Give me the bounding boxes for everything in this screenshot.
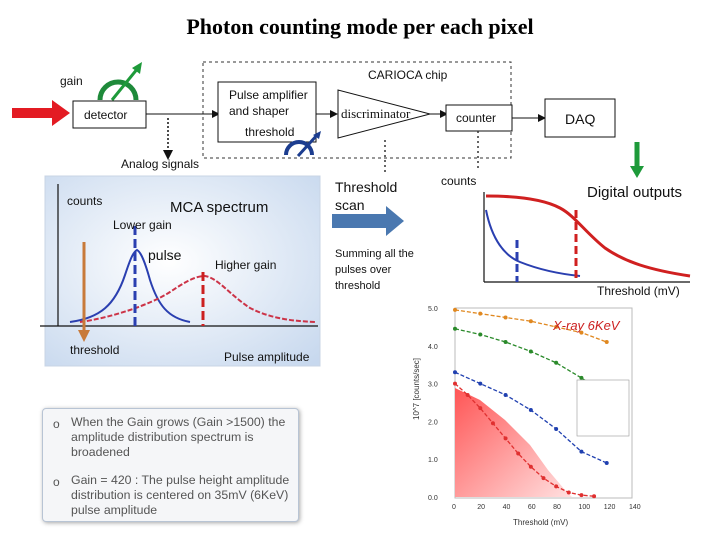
series-point — [503, 392, 508, 397]
x-tick-label: 20 — [477, 504, 485, 511]
x-tick-label: 140 — [629, 504, 641, 511]
threshold-axis-label: Threshold (mV) — [597, 284, 680, 298]
chart-legend — [576, 379, 630, 437]
detector-box — [72, 100, 147, 129]
series-point — [516, 451, 521, 456]
counter-box — [445, 104, 513, 132]
y-tick-label: 5.0 — [428, 306, 438, 313]
x-tick-label: 80 — [553, 504, 561, 511]
series-point — [490, 421, 495, 426]
series-point — [478, 332, 483, 337]
x-tick-label: 120 — [604, 504, 616, 511]
chart-ylabel: 10^7 [counts/sec] — [412, 357, 421, 420]
pulse-label: pulse — [148, 247, 182, 263]
input-signal-arrow — [12, 100, 70, 126]
series-point — [528, 319, 533, 324]
page-title: Photon counting mode per each pixel — [186, 14, 534, 39]
series-point — [554, 426, 559, 431]
note-bullet-1: o — [53, 417, 60, 431]
carioca-chip-label: CARIOCA chip — [368, 68, 448, 82]
daq-box — [544, 98, 616, 138]
series-point — [478, 381, 483, 386]
pulse-amplifier-label: Pulse amplifier — [229, 88, 308, 102]
detector-label: detector — [84, 108, 128, 122]
series-point — [465, 392, 470, 397]
threshold-scan-arrow — [332, 206, 404, 236]
threshold-label: threshold — [245, 125, 295, 139]
summing-label-1: Summing all the — [335, 248, 414, 260]
x-tick-label: 60 — [528, 504, 536, 511]
mca-threshold-label: threshold — [70, 343, 120, 357]
series-point — [604, 340, 609, 345]
and-shaper-label: and shaper — [229, 104, 290, 118]
y-tick-label: 2.0 — [428, 419, 438, 426]
discriminator-label: discriminator — [341, 106, 411, 121]
note-2: Gain = 420 : The pulse height amplitude … — [71, 473, 290, 517]
x-tick-label: 100 — [578, 504, 590, 511]
series-line-0 — [454, 383, 595, 497]
higher-gain-label: Higher gain — [215, 258, 277, 272]
gain-420-filled-area — [455, 388, 572, 497]
digital-output-arrow — [630, 142, 644, 178]
digital-counts-label: counts — [441, 174, 477, 188]
gain-dial-icon — [97, 62, 142, 101]
mca-panel — [44, 175, 321, 367]
y-tick-label: 1.0 — [428, 457, 438, 464]
chart-title: X-ray 6KeV — [553, 318, 620, 333]
series-point — [579, 449, 584, 454]
note-bullet-2: o — [53, 475, 60, 489]
series-point — [453, 381, 457, 386]
gain-label: gain — [60, 74, 83, 88]
lower-gain-count-curve — [485, 209, 581, 277]
higher-gain-curve — [79, 274, 316, 323]
higher-gain-count-curve — [485, 194, 691, 278]
daq-label: DAQ — [565, 111, 596, 127]
series-point — [554, 324, 559, 329]
lower-gain-label: Lower gain — [113, 218, 172, 232]
series-point — [453, 326, 457, 331]
series-point — [579, 493, 584, 498]
series-point — [503, 340, 508, 345]
threshold-scan-label-2: scan — [335, 197, 365, 213]
series-point — [503, 436, 508, 441]
series-point — [503, 315, 508, 320]
lower-gain-curve — [69, 248, 191, 323]
analog-signals-label: Analog signals — [121, 157, 200, 171]
threshold-scan-label-1: Threshold — [335, 179, 398, 195]
digital-outputs-label: Digital outputs — [587, 184, 683, 201]
x-tick-label: 0 — [452, 504, 456, 511]
mca-title: MCA spectrum — [170, 199, 269, 216]
y-tick-label: 0.0 — [428, 495, 438, 502]
mca-counts-label: counts — [67, 194, 103, 208]
pulse-amplitude-label: Pulse amplitude — [224, 350, 310, 364]
series-point — [579, 330, 584, 335]
y-tick-label: 3.0 — [428, 382, 438, 389]
series-point — [528, 464, 533, 469]
series-point — [579, 375, 584, 380]
series-point — [554, 484, 559, 489]
threshold-knob-icon — [284, 131, 321, 158]
series-point — [453, 370, 457, 375]
x-tick-label: 40 — [503, 504, 511, 511]
y-tick-label: 4.0 — [428, 344, 438, 351]
summing-label-3: threshold — [335, 280, 381, 292]
series-point — [604, 460, 609, 465]
chart-xlabel: Threshold (mV) — [513, 518, 569, 527]
series-point — [528, 408, 533, 413]
series-point — [478, 406, 483, 411]
notes-box: o When the Gain grows (Gain >1500) the a… — [42, 408, 299, 522]
counter-label: counter — [456, 111, 497, 125]
series-point — [566, 490, 571, 495]
series-point — [592, 494, 597, 499]
series-point — [541, 476, 546, 481]
note-1: When the Gain grows (Gain >1500) the amp… — [71, 415, 286, 459]
discriminator-triangle — [337, 89, 432, 139]
pulse-amplifier-box — [217, 81, 317, 143]
summing-label-2: pulses over — [335, 264, 392, 276]
series-point — [528, 349, 533, 354]
series-point — [554, 360, 559, 365]
series-point — [478, 311, 483, 316]
series-point — [453, 307, 457, 312]
